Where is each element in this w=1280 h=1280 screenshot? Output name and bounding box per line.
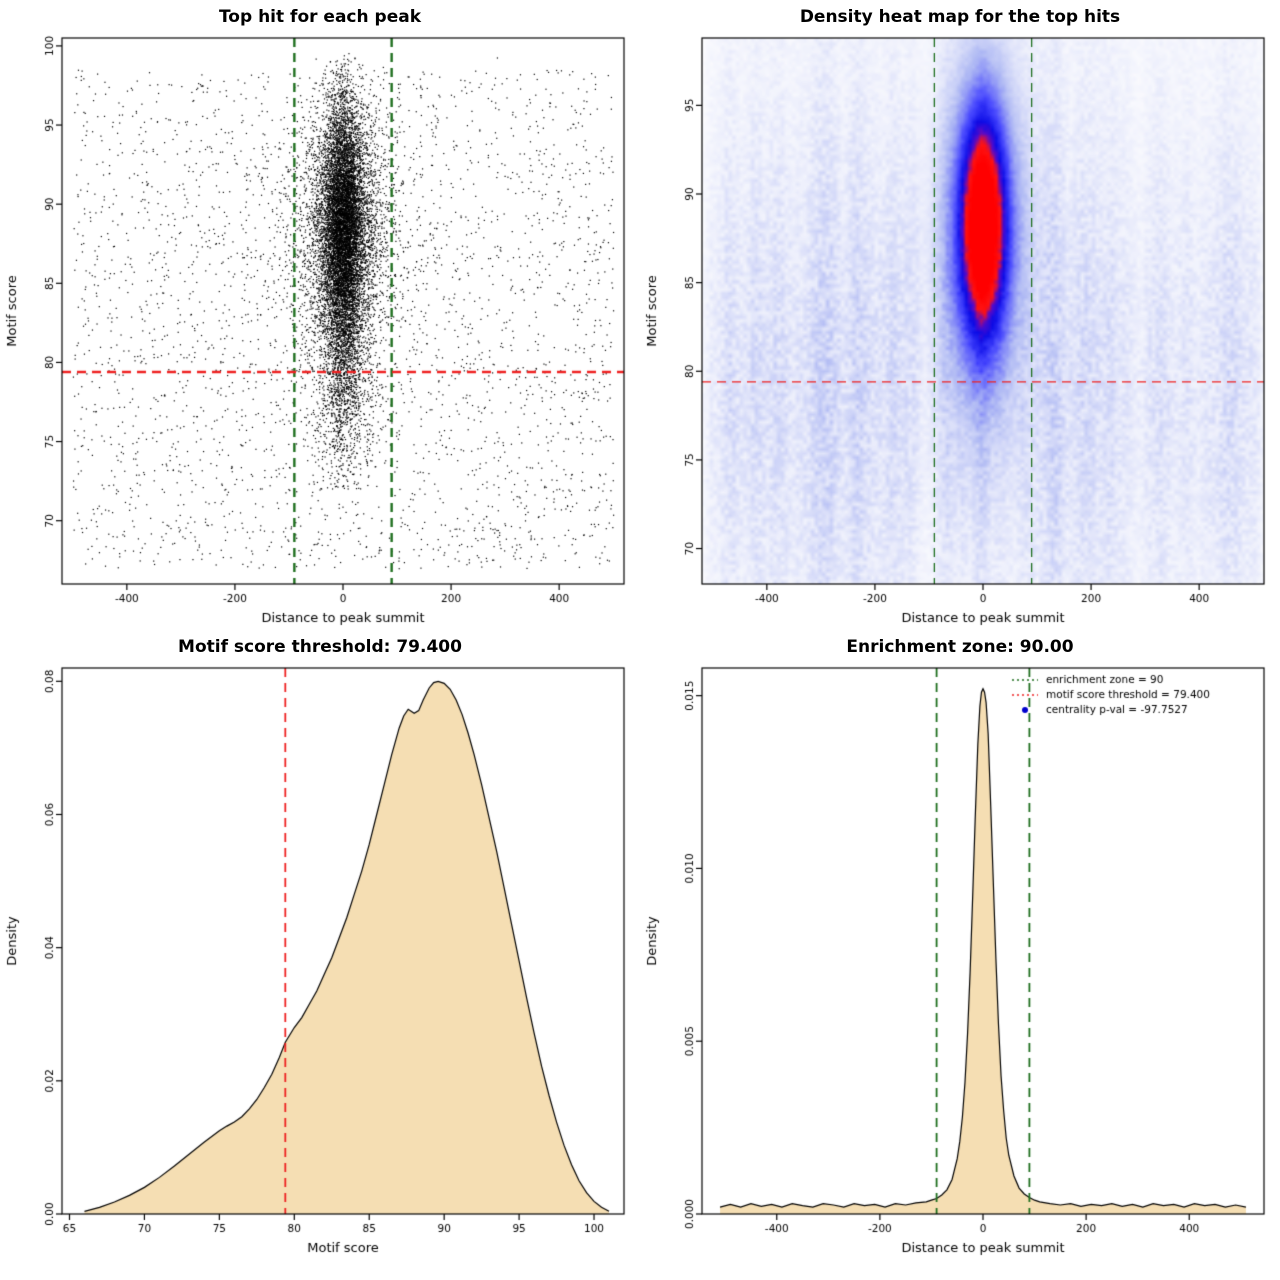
- panel-distance-density: Enrichment zone: 90.00: [640, 630, 1280, 1260]
- distance-density-canvas: [640, 660, 1280, 1260]
- distance-density-title: Enrichment zone: 90.00: [846, 637, 1074, 657]
- scatter-title: Top hit for each peak: [218, 7, 422, 27]
- panel-scatter: Top hit for each peak: [0, 0, 640, 630]
- score-density-canvas: [0, 660, 640, 1260]
- heatmap-canvas: [640, 30, 1280, 630]
- panel-score-density: Motif score threshold: 79.400: [0, 630, 640, 1260]
- scatter-plot-canvas: [0, 30, 640, 630]
- panel-heatmap: Density heat map for the top hits: [640, 0, 1280, 630]
- heatmap-title: Density heat map for the top hits: [799, 7, 1121, 27]
- score-density-title: Motif score threshold: 79.400: [178, 637, 462, 657]
